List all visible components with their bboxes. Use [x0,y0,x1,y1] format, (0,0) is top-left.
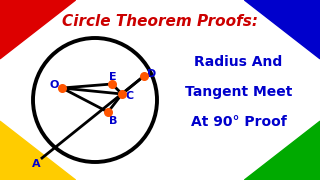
Text: Tangent Meet: Tangent Meet [185,85,292,99]
Point [141,75,147,77]
Text: D: D [148,69,156,79]
Point [106,111,111,113]
Point [109,83,115,86]
Polygon shape [0,0,76,59]
Text: Radius And: Radius And [194,55,283,69]
Text: Circle Theorem Proofs:: Circle Theorem Proofs: [62,14,258,29]
Text: A: A [32,159,40,169]
Text: O: O [49,80,59,90]
Text: E: E [109,72,117,82]
Point [119,93,124,95]
Polygon shape [244,121,320,180]
Polygon shape [0,121,76,180]
Text: C: C [126,91,134,101]
Text: B: B [109,116,117,126]
Polygon shape [244,0,320,59]
Text: At 90° Proof: At 90° Proof [190,115,286,129]
Point [60,87,65,89]
